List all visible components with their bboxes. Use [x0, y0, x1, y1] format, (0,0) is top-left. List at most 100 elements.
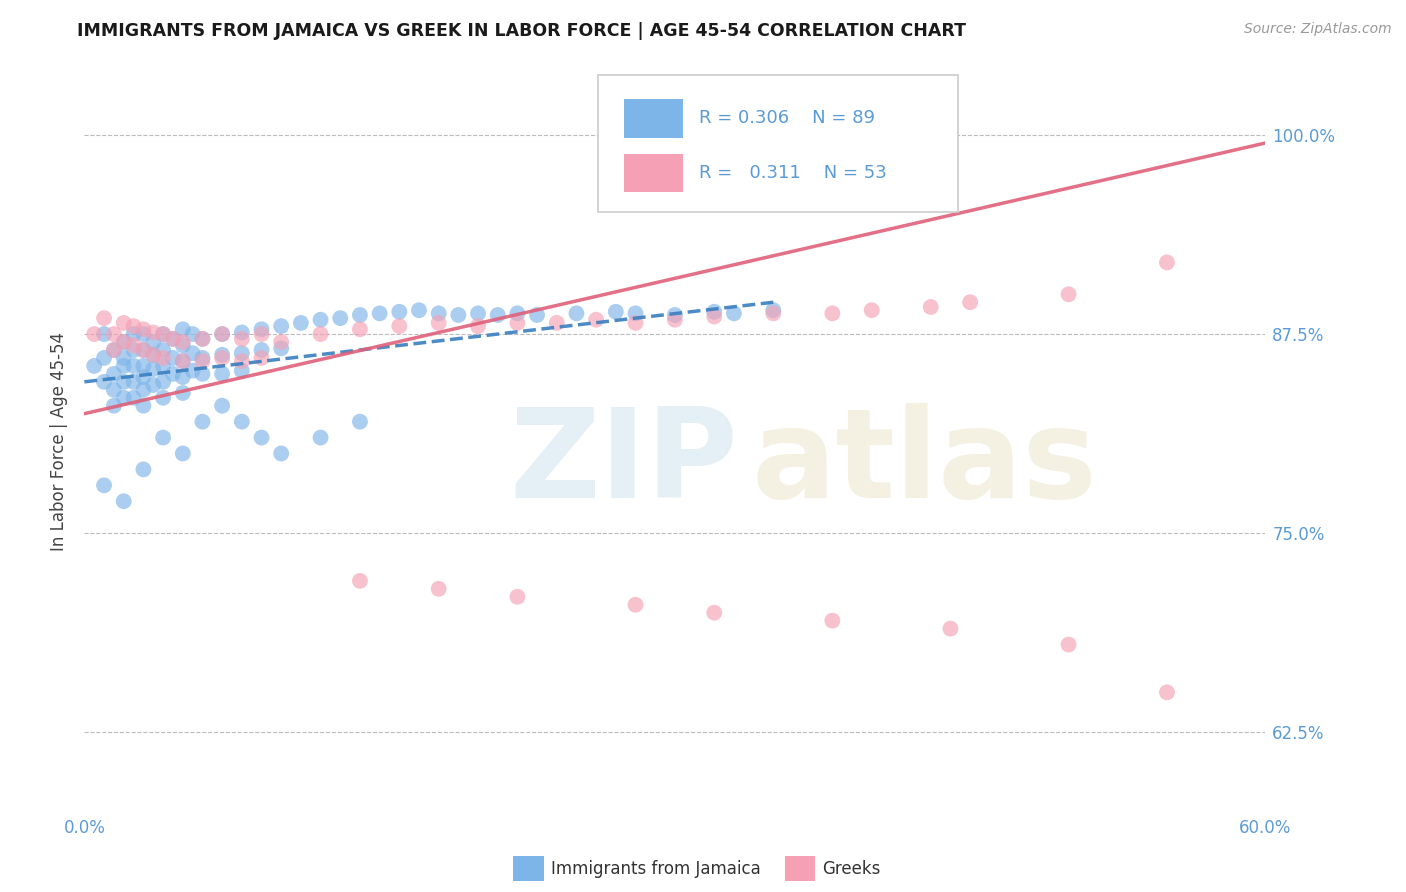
Bar	[624, 153, 683, 192]
Point	[1156, 255, 1178, 269]
Point	[172, 370, 194, 384]
Point	[103, 399, 125, 413]
Point	[172, 322, 194, 336]
Point	[122, 319, 145, 334]
Point	[231, 332, 253, 346]
Point	[152, 351, 174, 365]
Point	[211, 367, 233, 381]
Y-axis label: In Labor Force | Age 45-54: In Labor Force | Age 45-54	[51, 332, 69, 551]
Bar	[624, 100, 683, 138]
Point	[83, 359, 105, 373]
Point	[132, 383, 155, 397]
Point	[103, 343, 125, 357]
Point	[152, 431, 174, 445]
Point	[132, 322, 155, 336]
Point	[172, 338, 194, 352]
Point	[250, 431, 273, 445]
Point	[585, 312, 607, 326]
Point	[93, 327, 115, 342]
Point	[959, 295, 981, 310]
Point	[122, 359, 145, 373]
Text: IMMIGRANTS FROM JAMAICA VS GREEK IN LABOR FORCE | AGE 45-54 CORRELATION CHART: IMMIGRANTS FROM JAMAICA VS GREEK IN LABO…	[77, 22, 966, 40]
Point	[142, 326, 165, 340]
Point	[191, 354, 214, 368]
Point	[309, 327, 332, 342]
Point	[112, 375, 135, 389]
Point	[231, 415, 253, 429]
Point	[211, 327, 233, 342]
Point	[162, 332, 184, 346]
Point	[368, 306, 391, 320]
Point	[112, 351, 135, 365]
Point	[486, 308, 509, 322]
Text: ZIP: ZIP	[509, 403, 738, 524]
Point	[467, 306, 489, 320]
Text: Greeks: Greeks	[823, 860, 882, 878]
Point	[103, 383, 125, 397]
Point	[152, 391, 174, 405]
Point	[309, 312, 332, 326]
Point	[762, 306, 785, 320]
Point	[467, 319, 489, 334]
Point	[112, 316, 135, 330]
Point	[231, 354, 253, 368]
Point	[821, 306, 844, 320]
FancyBboxPatch shape	[598, 75, 959, 212]
Point	[132, 343, 155, 357]
Point	[142, 348, 165, 362]
Point	[624, 316, 647, 330]
Text: Source: ZipAtlas.com: Source: ZipAtlas.com	[1244, 22, 1392, 37]
Point	[93, 375, 115, 389]
Point	[122, 338, 145, 352]
Point	[181, 346, 204, 360]
Point	[250, 343, 273, 357]
Point	[388, 305, 411, 319]
Point	[388, 319, 411, 334]
Point	[142, 362, 165, 376]
Point	[211, 351, 233, 365]
Point	[132, 370, 155, 384]
Point	[142, 378, 165, 392]
Point	[122, 391, 145, 405]
Point	[821, 614, 844, 628]
Point	[211, 327, 233, 342]
Point	[172, 334, 194, 349]
Point	[349, 308, 371, 322]
Point	[250, 351, 273, 365]
Point	[231, 364, 253, 378]
Point	[624, 306, 647, 320]
Point	[172, 354, 194, 368]
Point	[191, 415, 214, 429]
Point	[172, 446, 194, 460]
Point	[664, 312, 686, 326]
Point	[526, 308, 548, 322]
Point	[762, 303, 785, 318]
Point	[132, 343, 155, 357]
Point	[427, 582, 450, 596]
Point	[181, 364, 204, 378]
Point	[309, 431, 332, 445]
Point	[1156, 685, 1178, 699]
Point	[93, 351, 115, 365]
Point	[270, 319, 292, 334]
Point	[447, 308, 470, 322]
Point	[112, 334, 135, 349]
Point	[270, 342, 292, 356]
Point	[142, 334, 165, 349]
Point	[703, 606, 725, 620]
Point	[250, 327, 273, 342]
Point	[122, 375, 145, 389]
Point	[427, 316, 450, 330]
Point	[181, 327, 204, 342]
Point	[211, 348, 233, 362]
Point	[112, 391, 135, 405]
Point	[172, 354, 194, 368]
Point	[664, 308, 686, 322]
Text: R = 0.306    N = 89: R = 0.306 N = 89	[699, 109, 875, 127]
Point	[122, 327, 145, 342]
Point	[703, 305, 725, 319]
Point	[920, 300, 942, 314]
Point	[723, 306, 745, 320]
Point	[191, 332, 214, 346]
Point	[506, 306, 529, 320]
